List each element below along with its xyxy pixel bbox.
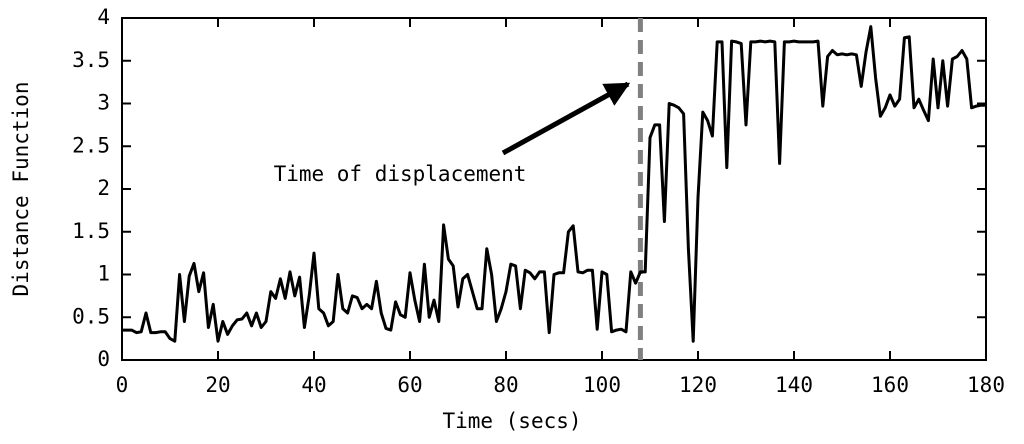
data-line	[122, 25, 986, 343]
x-axis-label: Time (secs)	[442, 409, 581, 433]
y-tick-label: 2	[97, 176, 110, 200]
y-tick-label: 3	[97, 91, 110, 115]
y-tick-label: 2.5	[72, 133, 110, 157]
annotation-arrow	[501, 81, 631, 156]
x-tick-label: 60	[397, 373, 422, 397]
x-tick-label: 120	[679, 373, 717, 397]
x-tick-label: 0	[116, 373, 129, 397]
x-tick-label: 40	[301, 373, 326, 397]
y-tick-label: 4	[97, 5, 110, 29]
y-axis-label: Distance Function	[9, 82, 33, 297]
x-tick-label: 80	[493, 373, 518, 397]
plot-frame	[121, 17, 987, 361]
x-tick-label: 20	[205, 373, 230, 397]
y-tick-label: 1.5	[72, 219, 110, 243]
x-tick-label: 140	[775, 373, 813, 397]
x-tick-label: 160	[871, 373, 909, 397]
y-tick-label: 1	[97, 262, 110, 286]
y-tick-label: 0.5	[72, 304, 110, 328]
annotation-text: Time of displacement	[274, 162, 527, 186]
x-tick-label: 100	[583, 373, 621, 397]
y-tick-label: 3.5	[72, 48, 110, 72]
x-tick-label: 180	[967, 373, 1005, 397]
y-tick-label: 0	[97, 347, 110, 371]
